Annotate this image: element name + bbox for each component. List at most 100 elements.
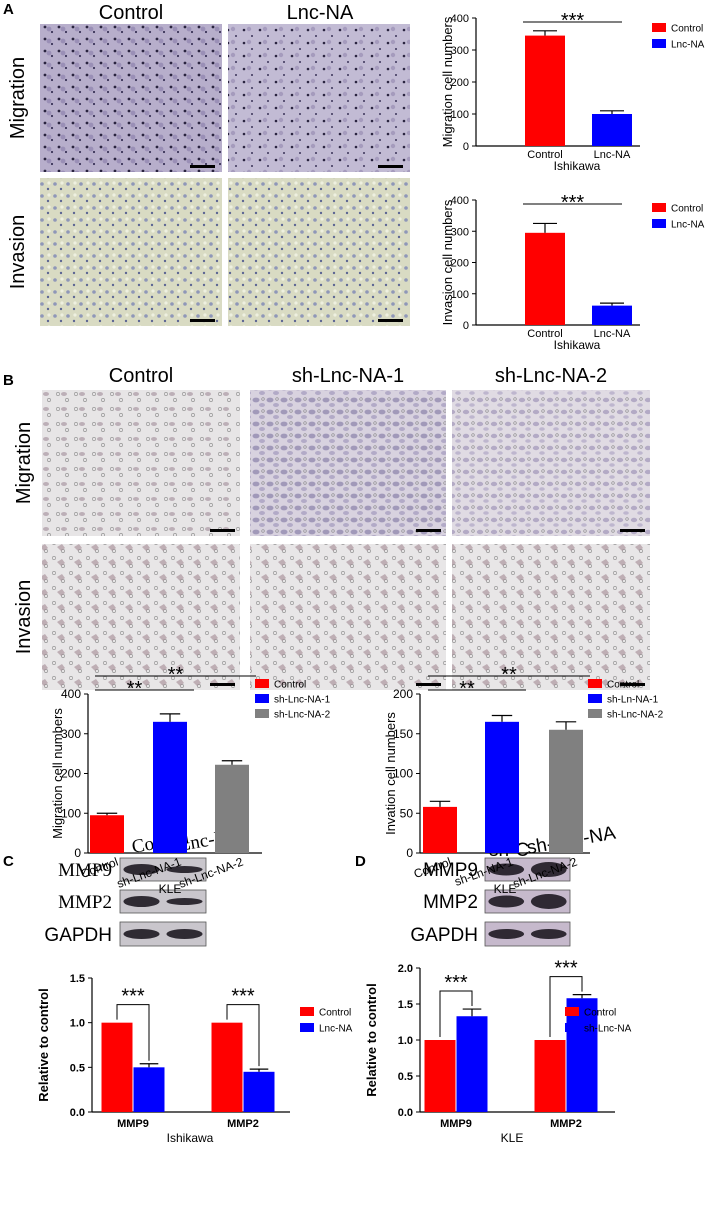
legend-label: Lnc-NA [671,40,705,51]
y-tick-label: 1.5 [70,973,85,985]
significance-label: ** [459,678,475,700]
bar [534,1040,566,1112]
micrograph [42,544,240,690]
blot-band [166,898,203,905]
blot-band [123,896,160,907]
micrograph [228,178,410,326]
scale-bar [190,319,215,322]
micrograph [42,390,240,536]
y-tick-label: 100 [451,109,469,121]
y-tick-label: 100 [393,767,413,781]
bar [566,998,598,1112]
legend-label: sh-Lnc-NA-2 [274,710,331,721]
blot-band [166,929,203,939]
legend-swatch [588,709,602,718]
blot-band [123,929,160,939]
y-tick-label: 400 [61,687,81,701]
y-axis-label: Migration cell numbers [440,16,455,147]
y-tick-label: 0.5 [398,1071,413,1083]
significance-label: ** [168,664,184,686]
legend-swatch [588,679,602,688]
significance-label: *** [561,192,585,214]
blot-band [530,929,567,939]
band-label: MMP9 [423,860,478,881]
bar [525,232,565,325]
legend-label: sh-Lnc-NA-1 [274,695,331,706]
x-axis-label: Ishikawa [554,338,601,352]
micrograph [228,24,410,172]
legend-swatch [565,1023,579,1032]
x-axis-label: KLE [159,882,182,896]
band-label: MMP2 [423,892,478,913]
micrographs-b [42,390,650,690]
legend-swatch [565,1007,579,1016]
chart: 0.0 0.5 1.0 1.5 2.0 Relative to control KLE ***… [364,958,632,1145]
significance-bracket [439,990,473,1037]
legend-label: Control [584,1008,616,1019]
y-tick-label: 1.0 [398,1035,413,1047]
micrograph [250,544,446,690]
blot-strip [119,857,207,882]
y-tick-label: 200 [451,77,469,89]
row-label: Invasion [13,580,35,655]
blot-band [123,864,160,875]
band-label: MMP2 [58,892,112,913]
chart: 0.0 0.5 1.0 1.5 Relative to control Ishikawa *… [36,973,353,1145]
legend-label: sh-Lnc-NA [584,1024,632,1035]
blot-band [488,929,525,939]
bar [133,1067,165,1112]
column-label: Control [99,2,163,24]
y-tick-label: 0.0 [70,1107,85,1119]
micrograph [250,390,446,536]
column-label: Lnc-NA [287,2,354,24]
legend-swatch [652,219,666,228]
y-tick-label: 0.5 [70,1062,85,1074]
y-tick-label: 1.5 [398,999,413,1011]
y-tick-label: 100 [451,289,469,301]
x-tick-label: Control [527,149,562,161]
western-blots [119,857,571,947]
y-tick-label: 400 [451,195,469,207]
bar [90,815,124,853]
blot-band [530,894,567,909]
significance-label: ** [501,664,517,686]
significance-label: *** [561,10,585,32]
legend-label: sh-Ln-NA-1 [607,695,659,706]
bar [485,721,519,853]
y-tick-label: 300 [451,226,469,238]
y-tick-label: 150 [393,727,413,741]
scale-bar [210,529,235,532]
panel-label: C [3,853,14,870]
blot-strip [119,889,207,914]
x-tick-label: MMP9 [440,1118,472,1130]
bar [424,1040,456,1112]
legend-swatch [652,23,666,32]
scale-bar [620,683,645,686]
scale-bar [416,529,441,532]
bar [525,35,565,146]
row-label: Migration [13,422,35,504]
legend-label: Control [607,680,639,691]
blot-band [530,862,567,877]
y-tick-label: 400 [451,13,469,25]
bar [211,1022,243,1112]
legend-swatch [300,1007,314,1016]
legend-swatch [255,679,269,688]
legend-label: Lnc-NA [319,1024,353,1035]
y-tick-label: 300 [451,45,469,57]
significance-label: *** [444,972,468,994]
legend-label: Lnc-NA [671,220,705,231]
bar [423,806,457,853]
bar [592,114,632,146]
bar [101,1022,133,1112]
y-axis-label: Relative to control [364,983,379,1096]
band-label: GAPDH [410,925,478,946]
legend-swatch [652,39,666,48]
bar [549,729,583,853]
legend-label: sh-Lnc-NA-2 [607,710,664,721]
y-axis-label: Invation cell numbers [383,712,398,835]
column-label: sh-Lnc-NA-1 [292,365,404,387]
row-label: Migration [7,57,29,139]
x-tick-label: Control [527,328,562,340]
